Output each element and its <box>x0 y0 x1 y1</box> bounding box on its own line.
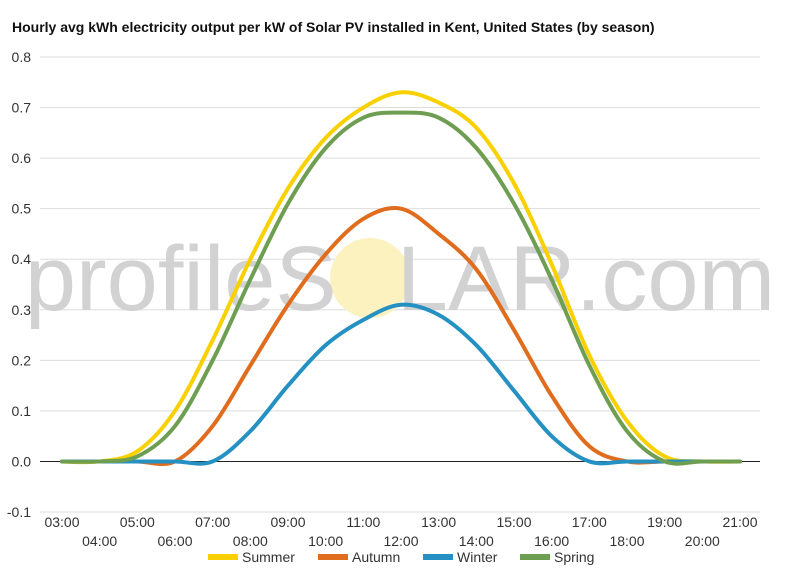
y-tick-label: 0.3 <box>12 302 32 318</box>
legend-label-autumn: Autumn <box>352 549 400 565</box>
y-axis-ticks: -0.1 0.0 0.1 0.2 0.3 0.4 0.5 0.6 0.7 0.8 <box>7 49 31 520</box>
watermark-sun-icon <box>330 238 410 318</box>
x-tick-label: 07:00 <box>195 514 230 530</box>
x-tick-label: 06:00 <box>157 533 192 549</box>
y-tick-label: 0.6 <box>12 150 32 166</box>
legend-label-spring: Spring <box>554 549 594 565</box>
y-tick-label: 0.1 <box>12 403 32 419</box>
x-tick-label: 14:00 <box>459 533 494 549</box>
x-tick-label: 10:00 <box>308 533 343 549</box>
x-tick-label: 15:00 <box>496 514 531 530</box>
x-tick-label: 12:00 <box>383 533 418 549</box>
y-tick-label: 0.4 <box>12 251 32 267</box>
legend-swatch-winter <box>423 554 453 560</box>
x-tick-label: 09:00 <box>270 514 305 530</box>
x-tick-label: 20:00 <box>685 533 720 549</box>
y-tick-label: 0.2 <box>12 352 32 368</box>
y-tick-label: 0.7 <box>12 100 32 116</box>
x-tick-label: 03:00 <box>44 514 79 530</box>
x-tick-label: 16:00 <box>534 533 569 549</box>
legend-swatch-spring <box>520 554 550 560</box>
legend-swatch-autumn <box>318 554 348 560</box>
x-tick-label: 21:00 <box>722 514 757 530</box>
y-tick-label: 0.5 <box>12 201 32 217</box>
x-tick-label: 08:00 <box>233 533 268 549</box>
watermark-suffix: LAR.com <box>397 228 775 330</box>
legend: Summer Autumn Winter Spring <box>208 549 594 565</box>
series-line-spring <box>60 110 742 466</box>
y-tick-label: 0.0 <box>12 453 32 469</box>
series-line-winter <box>60 302 742 466</box>
chart-title: Hourly avg kWh electricity output per kW… <box>12 19 655 35</box>
x-tick-label: 05:00 <box>120 514 155 530</box>
watermark-prefix: profileS <box>25 228 337 330</box>
y-tick-label: -0.1 <box>7 504 31 520</box>
x-tick-label: 19:00 <box>647 514 682 530</box>
x-tick-label: 04:00 <box>82 533 117 549</box>
y-tick-label: 0.8 <box>12 49 32 65</box>
series-lines <box>60 90 742 467</box>
x-tick-label: 11:00 <box>346 514 380 530</box>
legend-label-summer: Summer <box>242 549 295 565</box>
watermark: profileS LAR.com <box>25 228 775 330</box>
x-axis-ticks: 03:0004:0005:0006:0007:0008:0009:0010:00… <box>44 514 757 549</box>
legend-swatch-summer <box>208 554 238 560</box>
x-tick-label: 18:00 <box>609 533 644 549</box>
grid-lines <box>40 56 760 513</box>
legend-label-winter: Winter <box>457 549 498 565</box>
x-tick-label: 17:00 <box>572 514 607 530</box>
x-tick-label: 13:00 <box>421 514 456 530</box>
series-line-summer <box>60 90 742 465</box>
